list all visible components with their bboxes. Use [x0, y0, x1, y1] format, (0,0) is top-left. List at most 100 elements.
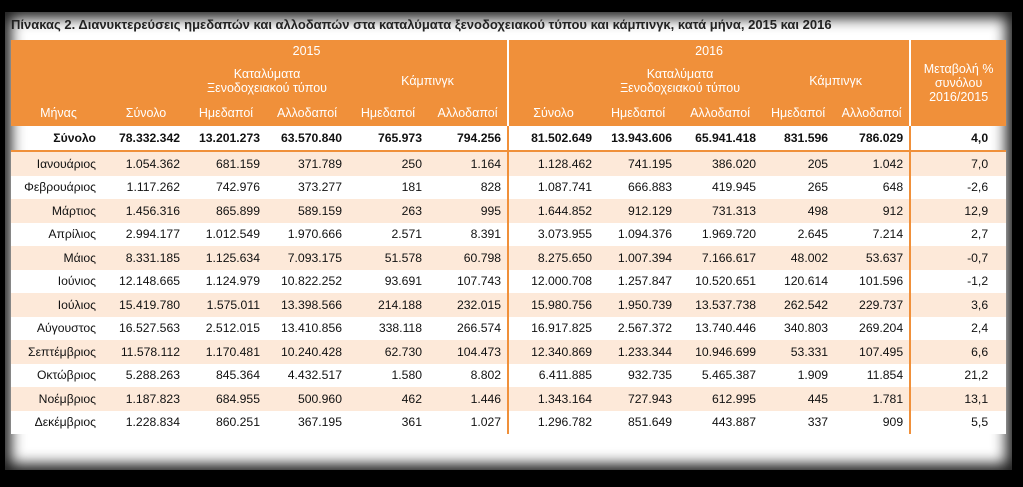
hotels-domestic-2016-header: Ημεδαποί — [598, 100, 679, 126]
table-row: Αύγουστος 16.527.563 2.512.015 13.410.856 33… — [11, 316, 1007, 340]
hotels-foreign-2015-header: Αλλοδαποί — [266, 100, 348, 126]
cell-h16d: 1.094.376 — [598, 222, 679, 246]
camping-domestic-2016-header: Ημεδαποί — [762, 100, 835, 126]
cell-h16f: 443.887 — [678, 410, 763, 434]
cell-h15f: 13.410.856 — [266, 316, 348, 340]
cell-t15: 12.148.665 — [106, 269, 186, 293]
cell-c16f: 53.637 — [834, 246, 912, 270]
cell-h15f: 500.960 — [266, 387, 348, 411]
cell-c16f: 1.042 — [834, 151, 912, 176]
cell-c16f: 786.029 — [834, 126, 912, 152]
cell-t15: 1.054.362 — [106, 151, 186, 176]
cell-h16d: 666.883 — [598, 175, 679, 199]
cell-c16d: 340.803 — [762, 316, 835, 340]
cell-c16f: 7.214 — [834, 222, 912, 246]
cell-month: Σεπτέμβριος — [11, 340, 106, 364]
total-row: Σύνολο 78.332.342 13.201.273 63.570.840 765.… — [11, 126, 1007, 152]
cell-t15: 1.117.262 — [106, 175, 186, 199]
cell-month: Φεβρουάριος — [11, 175, 106, 199]
cell-month: Οκτώβριος — [11, 363, 106, 387]
cell-c15f: 1.164 — [428, 151, 510, 176]
cell-c15f: 60.798 — [428, 246, 510, 270]
cell-t16: 1.644.852 — [508, 199, 599, 223]
cell-month: Ιούλιος — [11, 293, 106, 317]
cell-t16: 15.980.756 — [508, 293, 599, 317]
hotels-2015-header: Καταλύματα Ξενοδοχειακού τύπου — [186, 62, 348, 100]
table-row: Ιούνιος 12.148.665 1.124.979 10.822.252 93.6… — [11, 269, 1007, 293]
camping-2016-header: Κάμπινγκ — [762, 62, 912, 100]
cell-c15f: 232.015 — [428, 293, 510, 317]
cell-month: Νοέμβριος — [11, 387, 106, 411]
cell-t16: 3.073.955 — [508, 222, 599, 246]
cell-c16d: 265 — [762, 175, 835, 199]
cell-h15d: 681.159 — [186, 151, 266, 176]
cell-c16d: 831.596 — [762, 126, 835, 152]
cell-c15d: 263 — [348, 199, 428, 223]
cell-h16d: 851.649 — [598, 410, 679, 434]
cell-h15d: 1.012.549 — [186, 222, 266, 246]
cell-month: Σύνολο — [11, 126, 106, 152]
cell-h16f: 7.166.617 — [678, 246, 763, 270]
cell-t16: 8.275.650 — [508, 246, 599, 270]
change-header: Μεταβολή % συνόλου 2016/2015 — [910, 40, 1007, 126]
cell-h15d: 1.125.634 — [186, 246, 266, 270]
table-row: Οκτώβριος 5.288.263 845.364 4.432.517 1.580 8… — [11, 363, 1007, 387]
cell-c15f: 794.256 — [428, 126, 510, 152]
cell-month: Δεκέμβριος — [11, 410, 106, 434]
cell-t16: 6.411.885 — [508, 363, 599, 387]
cell-h15f: 367.195 — [266, 410, 348, 434]
cell-t16: 1.087.741 — [508, 175, 599, 199]
cell-chg: 12,9 — [910, 199, 1007, 223]
cell-chg: 13,1 — [910, 387, 1007, 411]
cell-c16d: 53.331 — [762, 340, 835, 364]
table-row: Μάρτιος 1.456.316 865.899 589.159 263 995 1.64… — [11, 199, 1007, 223]
table-row: Σεπτέμβριος 11.578.112 1.170.481 10.240.428… — [11, 340, 1007, 364]
cell-h16f: 386.020 — [678, 151, 763, 176]
cell-h16f: 13.740.446 — [678, 316, 763, 340]
cell-month: Μάιος — [11, 246, 106, 270]
cell-c16f: 107.495 — [834, 340, 912, 364]
table-row: Ιούλιος 15.419.780 1.575.011 13.398.566 214.… — [11, 293, 1007, 317]
cell-month: Ιανουάριος — [11, 151, 106, 176]
cell-h16d: 932.735 — [598, 363, 679, 387]
cell-h15d: 860.251 — [186, 410, 266, 434]
cell-h16d: 1.257.847 — [598, 269, 679, 293]
cell-chg: 2,7 — [910, 222, 1007, 246]
cell-h16f: 731.313 — [678, 199, 763, 223]
cell-c15f: 828 — [428, 175, 510, 199]
cell-h15f: 589.159 — [266, 199, 348, 223]
cell-c15d: 62.730 — [348, 340, 428, 364]
cell-h15f: 1.970.666 — [266, 222, 348, 246]
cell-c15f: 8.391 — [428, 222, 510, 246]
cell-t15: 1.456.316 — [106, 199, 186, 223]
month-header: Μήνας — [11, 100, 106, 126]
cell-h15d: 684.955 — [186, 387, 266, 411]
cell-t15: 1.228.834 — [106, 410, 186, 434]
cell-c15f: 266.574 — [428, 316, 510, 340]
cell-c16d: 262.542 — [762, 293, 835, 317]
table-row: Φεβρουάριος 1.117.262 742.976 373.277 181 828… — [11, 175, 1007, 199]
cell-c16d: 498 — [762, 199, 835, 223]
cell-h16f: 612.995 — [678, 387, 763, 411]
cell-t15: 5.288.263 — [106, 363, 186, 387]
cell-h16d: 1.950.739 — [598, 293, 679, 317]
cell-h15f: 373.277 — [266, 175, 348, 199]
cell-h16f: 419.945 — [678, 175, 763, 199]
cell-month: Αύγουστος — [11, 316, 106, 340]
cell-chg: -1,2 — [910, 269, 1007, 293]
cell-c15d: 462 — [348, 387, 428, 411]
camping-2015-header: Κάμπινγκ — [348, 62, 510, 100]
cell-c16d: 205 — [762, 151, 835, 176]
cell-h15d: 2.512.015 — [186, 316, 266, 340]
cell-h15d: 742.976 — [186, 175, 266, 199]
hotels-2016-header: Καταλύματα Ξενοδοχειακού τύπου — [598, 62, 763, 100]
cell-c15d: 361 — [348, 410, 428, 434]
cell-h16f: 1.969.720 — [678, 222, 763, 246]
cell-t16: 1.343.164 — [508, 387, 599, 411]
table-row: Δεκέμβριος 1.228.834 860.251 367.195 361 1.02… — [11, 410, 1007, 434]
year-2015-header: 2015 — [106, 40, 510, 62]
cell-h16f: 10.520.651 — [678, 269, 763, 293]
cell-h15d: 13.201.273 — [186, 126, 266, 152]
cell-c15f: 995 — [428, 199, 510, 223]
